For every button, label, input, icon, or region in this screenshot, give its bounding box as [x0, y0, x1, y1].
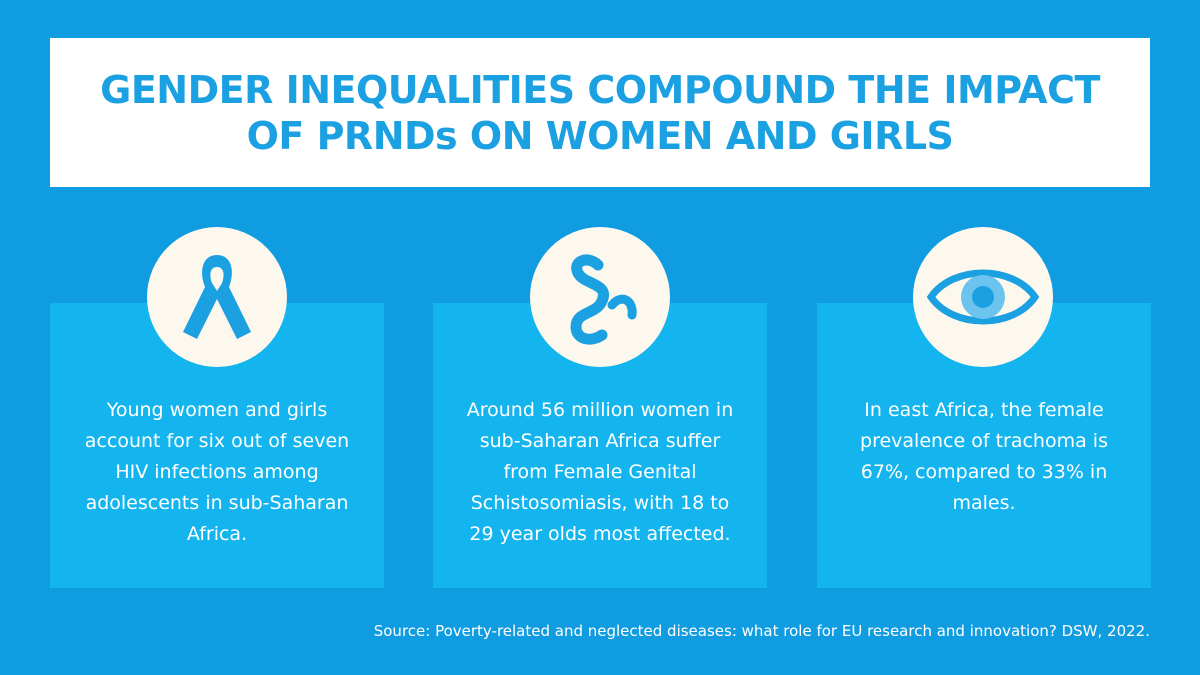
title: GENDER INEQUALITIES COMPOUND THE IMPACT … — [100, 67, 1100, 158]
source: Source: Poverty-related and neglected di… — [373, 622, 1150, 640]
card-text: Young women and girls account for six ou… — [84, 399, 350, 545]
card-text: Around 56 million women in sub-Saharan A… — [466, 399, 734, 545]
ribbon-icon — [147, 227, 287, 367]
card: In east Africa, the female prevalence of… — [817, 303, 1151, 588]
eye-icon — [913, 227, 1053, 367]
card-text: In east Africa, the female prevalence of… — [860, 399, 1108, 514]
header: GENDER INEQUALITIES COMPOUND THE IMPACT … — [50, 38, 1150, 187]
worm-icon — [530, 227, 670, 367]
